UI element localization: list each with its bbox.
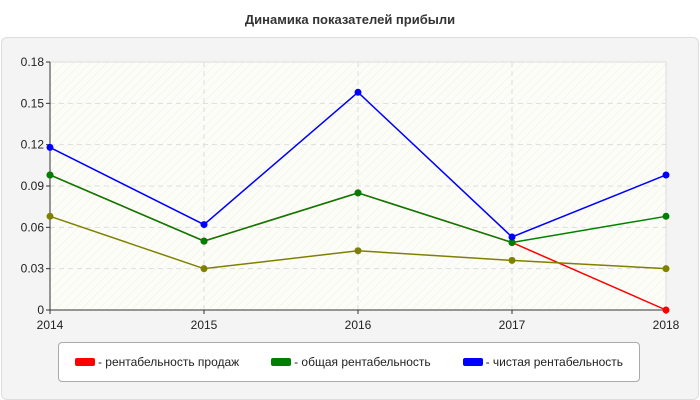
legend: - рентабельность продаж - общая рентабель…	[58, 342, 640, 382]
chart-title: Динамика показателей прибыли	[244, 12, 456, 27]
data-point	[354, 247, 362, 255]
data-point	[662, 212, 670, 220]
data-point	[508, 233, 516, 241]
x-tick-label: 2018	[653, 318, 680, 332]
legend-item: - чистая рентабельность	[462, 355, 624, 369]
x-tick-label: 2015	[191, 318, 218, 332]
data-point	[200, 237, 208, 245]
legend-item: - рентабельность продаж	[74, 355, 240, 369]
legend-label: - рентабельность продаж	[97, 355, 240, 369]
data-point	[46, 143, 54, 151]
legend-item: - общая рентабельность	[271, 355, 431, 369]
y-tick-label: 0.06	[21, 220, 45, 234]
legend-swatch	[271, 358, 292, 366]
data-point	[200, 221, 208, 229]
data-point	[662, 171, 670, 179]
legend-swatch	[74, 358, 95, 366]
y-tick-label: 0.12	[21, 138, 45, 152]
data-point	[354, 189, 362, 197]
legend-label: - чистая рентабельность	[485, 355, 624, 369]
x-tick-label: 2016	[345, 318, 372, 332]
y-tick-label: 0.03	[21, 262, 45, 276]
data-point	[662, 306, 670, 314]
y-tick-label: 0.15	[21, 96, 45, 110]
data-point	[508, 256, 516, 264]
data-point	[662, 265, 670, 273]
data-point	[200, 265, 208, 273]
y-tick-label: 0	[37, 303, 44, 317]
y-tick-label: 0.09	[21, 179, 45, 193]
data-point	[508, 238, 516, 246]
data-point	[354, 88, 362, 96]
data-point	[46, 212, 54, 220]
x-tick-label: 2017	[499, 318, 526, 332]
legend-label: - общая рентабельность	[294, 355, 431, 369]
x-tick-label: 2014	[37, 318, 64, 332]
data-point	[46, 171, 54, 179]
y-tick-label: 0.18	[21, 55, 45, 69]
legend-swatch	[462, 358, 483, 366]
